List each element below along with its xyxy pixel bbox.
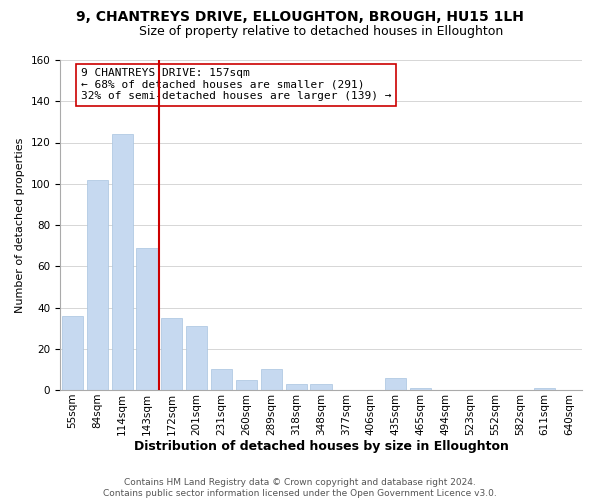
Bar xyxy=(385,378,406,390)
Text: 9 CHANTREYS DRIVE: 157sqm
← 68% of detached houses are smaller (291)
32% of semi: 9 CHANTREYS DRIVE: 157sqm ← 68% of detac… xyxy=(81,68,391,102)
Bar xyxy=(136,248,158,390)
Bar xyxy=(286,384,307,390)
Bar xyxy=(186,326,207,390)
Text: 9, CHANTREYS DRIVE, ELLOUGHTON, BROUGH, HU15 1LH: 9, CHANTREYS DRIVE, ELLOUGHTON, BROUGH, … xyxy=(76,10,524,24)
Bar xyxy=(236,380,257,390)
Title: Size of property relative to detached houses in Elloughton: Size of property relative to detached ho… xyxy=(139,25,503,38)
Bar xyxy=(211,370,232,390)
Bar xyxy=(261,370,282,390)
Bar xyxy=(62,316,83,390)
Bar xyxy=(87,180,108,390)
Text: Contains HM Land Registry data © Crown copyright and database right 2024.
Contai: Contains HM Land Registry data © Crown c… xyxy=(103,478,497,498)
X-axis label: Distribution of detached houses by size in Elloughton: Distribution of detached houses by size … xyxy=(134,440,508,454)
Bar xyxy=(534,388,555,390)
Bar xyxy=(161,318,182,390)
Bar xyxy=(410,388,431,390)
Bar xyxy=(112,134,133,390)
Bar xyxy=(310,384,332,390)
Y-axis label: Number of detached properties: Number of detached properties xyxy=(15,138,25,312)
